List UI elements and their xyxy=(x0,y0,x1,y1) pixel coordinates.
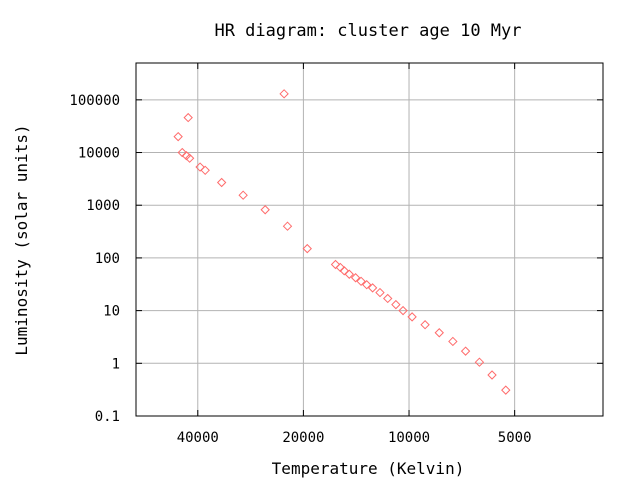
data-point xyxy=(487,370,497,380)
data-points xyxy=(173,89,511,395)
data-point xyxy=(407,312,417,322)
x-tick-label: 20000 xyxy=(282,430,324,446)
data-point xyxy=(391,299,401,310)
data-point xyxy=(339,266,349,276)
x-tick-label: 40000 xyxy=(177,430,219,446)
data-point xyxy=(474,357,485,367)
y-tick-label: 100000 xyxy=(69,93,120,109)
data-point xyxy=(330,259,341,270)
data-point xyxy=(383,293,393,304)
data-point xyxy=(501,385,511,395)
data-point xyxy=(177,147,187,158)
x-tick-label: 10000 xyxy=(388,430,430,446)
data-point xyxy=(279,89,289,99)
x-tick-label: 5000 xyxy=(498,430,532,446)
data-point xyxy=(434,328,444,338)
data-point xyxy=(362,280,372,290)
y-tick-label: 1000 xyxy=(86,198,120,214)
y-tick-label: 0.1 xyxy=(95,409,120,425)
data-point xyxy=(367,283,378,293)
data-point xyxy=(420,320,430,330)
data-point xyxy=(173,131,183,142)
y-tick-label: 100 xyxy=(95,251,120,267)
data-point xyxy=(350,273,361,283)
data-point xyxy=(260,205,270,215)
data-point xyxy=(216,177,227,188)
axis-ticks: 40000 20000 10000 5000 0.1 1 10 100 1000 10000 100… xyxy=(69,63,603,446)
data-point xyxy=(195,162,205,172)
chart-title: HR diagram: cluster age 10 Myr xyxy=(214,21,521,41)
data-point xyxy=(183,112,193,123)
data-point xyxy=(460,346,471,356)
data-point xyxy=(184,153,195,163)
y-tick-label: 10000 xyxy=(78,146,120,162)
x-axis-title: Temperature (Kelvin) xyxy=(272,459,465,478)
data-point xyxy=(200,165,210,176)
plot-area-frame xyxy=(135,62,604,417)
data-point xyxy=(375,287,385,298)
y-axis-title: Luminosity (solar units) xyxy=(12,124,31,355)
data-point xyxy=(302,243,312,254)
data-point xyxy=(344,269,354,279)
data-point xyxy=(398,305,408,316)
data-point xyxy=(448,336,458,347)
y-tick-label: 1 xyxy=(112,356,120,372)
y-tick-label: 10 xyxy=(103,304,120,320)
data-point xyxy=(356,276,366,287)
data-point xyxy=(238,190,248,200)
data-point xyxy=(282,221,293,231)
